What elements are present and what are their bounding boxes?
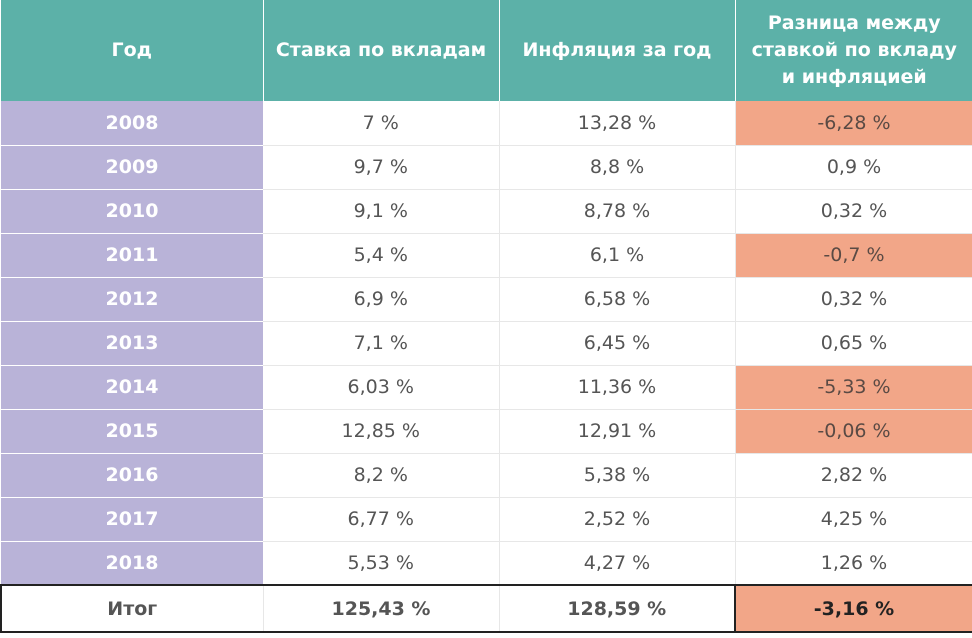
difference-cell: 4,25 % — [735, 497, 972, 542]
year-cell: 2014 — [1, 365, 263, 410]
inflation-cell: 4,27 % — [499, 541, 736, 586]
year-cell: 2016 — [1, 453, 263, 498]
deposit-rate-cell: 6,9 % — [263, 277, 500, 322]
difference-cell: 0,32 % — [735, 277, 972, 322]
deposit-rate-cell: 12,85 % — [263, 409, 500, 454]
table-row: 2009 9,7 % 8,8 % 0,9 % — [1, 145, 972, 190]
difference-cell: 2,82 % — [735, 453, 972, 498]
deposit-rate-cell: 5,4 % — [263, 233, 500, 278]
header-year: Год — [1, 0, 264, 101]
deposit-rate-cell: 7,1 % — [263, 321, 500, 366]
inflation-cell: 12,91 % — [499, 409, 736, 454]
header-row: Год Ставка по вкладам Инфляция за год Ра… — [1, 0, 972, 101]
difference-cell: 0,9 % — [735, 145, 972, 190]
deposit-rate-cell: 8,2 % — [263, 453, 500, 498]
total-row: Итог 125,43 % 128,59 % -3,16 % — [0, 584, 972, 633]
total-difference: -3,16 % — [734, 584, 972, 633]
year-cell: 2010 — [1, 189, 263, 234]
table-row: 2017 6,77 % 2,52 % 4,25 % — [1, 497, 972, 542]
year-cell: 2011 — [1, 233, 263, 278]
year-cell: 2017 — [1, 497, 263, 542]
inflation-cell: 6,1 % — [499, 233, 736, 278]
table-row: 2012 6,9 % 6,58 % 0,32 % — [1, 277, 972, 322]
deposit-rate-cell: 5,53 % — [263, 541, 500, 586]
inflation-cell: 13,28 % — [499, 101, 736, 146]
inflation-cell: 8,8 % — [499, 145, 736, 190]
table-row: 2014 6,03 % 11,36 % -5,33 % — [1, 365, 972, 410]
inflation-cell: 6,45 % — [499, 321, 736, 366]
difference-cell: -0,7 % — [735, 233, 972, 278]
difference-cell: -0,06 % — [735, 409, 972, 454]
deposit-rate-cell: 7 % — [263, 101, 500, 146]
total-inflation: 128,59 % — [499, 584, 736, 633]
header-difference: Разница между ставкой по вкладу и инфляц… — [735, 0, 972, 101]
header-deposit-rate: Ставка по вкладам — [263, 0, 500, 101]
difference-cell: 0,32 % — [735, 189, 972, 234]
year-cell: 2018 — [1, 541, 263, 586]
difference-cell: 0,65 % — [735, 321, 972, 366]
table-row: 2010 9,1 % 8,78 % 0,32 % — [1, 189, 972, 234]
deposit-rate-cell: 9,7 % — [263, 145, 500, 190]
total-label: Итог — [0, 584, 264, 633]
header-inflation: Инфляция за год — [499, 0, 736, 101]
table-row: 2015 12,85 % 12,91 % -0,06 % — [1, 409, 972, 454]
difference-cell: -5,33 % — [735, 365, 972, 410]
table-row: 2016 8,2 % 5,38 % 2,82 % — [1, 453, 972, 498]
table-row: 2011 5,4 % 6,1 % -0,7 % — [1, 233, 972, 278]
inflation-cell: 11,36 % — [499, 365, 736, 410]
deposit-rate-cell: 9,1 % — [263, 189, 500, 234]
deposit-rate-cell: 6,03 % — [263, 365, 500, 410]
year-cell: 2009 — [1, 145, 263, 190]
inflation-cell: 2,52 % — [499, 497, 736, 542]
difference-cell: -6,28 % — [735, 101, 972, 146]
inflation-cell: 5,38 % — [499, 453, 736, 498]
table-row: 2013 7,1 % 6,45 % 0,65 % — [1, 321, 972, 366]
total-rate: 125,43 % — [263, 584, 500, 633]
year-cell: 2013 — [1, 321, 263, 366]
year-cell: 2015 — [1, 409, 263, 454]
table-row: 2008 7 % 13,28 % -6,28 % — [1, 101, 972, 146]
inflation-cell: 6,58 % — [499, 277, 736, 322]
inflation-cell: 8,78 % — [499, 189, 736, 234]
year-cell: 2012 — [1, 277, 263, 322]
deposit-rate-cell: 6,77 % — [263, 497, 500, 542]
table-row: 2018 5,53 % 4,27 % 1,26 % — [1, 541, 972, 586]
difference-cell: 1,26 % — [735, 541, 972, 586]
year-cell: 2008 — [1, 101, 263, 146]
